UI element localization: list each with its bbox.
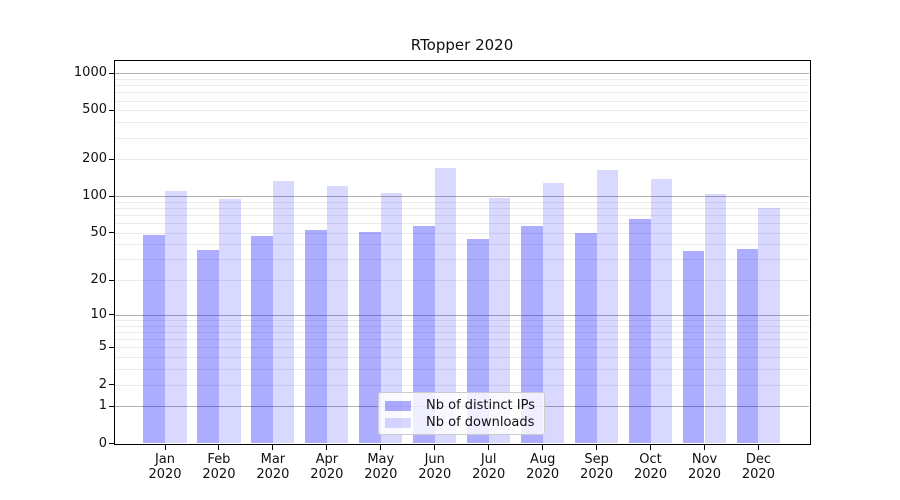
x-tickmark bbox=[380, 444, 382, 450]
x-tick-label: Aug 2020 bbox=[526, 451, 560, 483]
x-tickmark bbox=[757, 444, 759, 450]
x-tickmark bbox=[218, 444, 220, 450]
plot-frame bbox=[114, 60, 811, 445]
x-tick-label: Jul 2020 bbox=[472, 451, 506, 483]
legend-label-downloads: Nb of downloads bbox=[426, 415, 535, 430]
y-tick-label: 1 bbox=[98, 398, 107, 414]
chart-title: RTopper 2020 bbox=[410, 36, 514, 54]
y-tick-label: 500 bbox=[82, 102, 107, 118]
x-tick-label: Apr 2020 bbox=[310, 451, 344, 483]
legend-swatch-ips bbox=[385, 400, 411, 411]
legend-swatch-downloads bbox=[385, 417, 411, 428]
legend: Nb of distinct IPs Nb of downloads bbox=[378, 392, 545, 435]
y-tick-label: 1000 bbox=[73, 65, 107, 81]
x-tick-label: Sep 2020 bbox=[580, 451, 614, 483]
x-tick-label: Nov 2020 bbox=[687, 451, 722, 483]
x-tick-label: Mar 2020 bbox=[256, 451, 290, 483]
y-tick-label: 5 bbox=[98, 339, 107, 355]
y-tick-label: 10 bbox=[90, 306, 107, 322]
legend-label-ips: Nb of distinct IPs bbox=[426, 398, 535, 413]
x-tickmark bbox=[704, 444, 705, 450]
x-tickmark bbox=[542, 444, 544, 450]
y-tick-label: 200 bbox=[82, 151, 107, 167]
legend-entry-downloads: Nb of downloads bbox=[385, 414, 544, 431]
x-tick-label: Oct 2020 bbox=[634, 451, 668, 483]
x-tick-label: Feb 2020 bbox=[202, 451, 236, 483]
y-tick-label: 0 bbox=[98, 435, 107, 451]
legend-entry-distinct-ips: Nb of distinct IPs bbox=[385, 397, 544, 414]
y-tick-label: 2 bbox=[98, 376, 107, 392]
y-tick-label: 20 bbox=[90, 272, 107, 288]
x-tickmark bbox=[650, 444, 652, 450]
x-tick-label: Jun 2020 bbox=[418, 451, 452, 483]
y-tick-label: 50 bbox=[90, 224, 107, 240]
y-tick-label: 100 bbox=[82, 188, 107, 204]
x-tick-label: Dec 2020 bbox=[741, 451, 775, 483]
x-tick-label: Jan 2020 bbox=[148, 451, 182, 483]
x-tickmark bbox=[596, 444, 598, 450]
x-tickmark bbox=[272, 444, 274, 450]
x-tickmark bbox=[326, 444, 328, 450]
x-tickmark bbox=[488, 444, 490, 450]
x-tick-label: May 2020 bbox=[364, 451, 398, 483]
x-tickmark bbox=[434, 444, 436, 450]
x-tickmark bbox=[164, 444, 166, 450]
